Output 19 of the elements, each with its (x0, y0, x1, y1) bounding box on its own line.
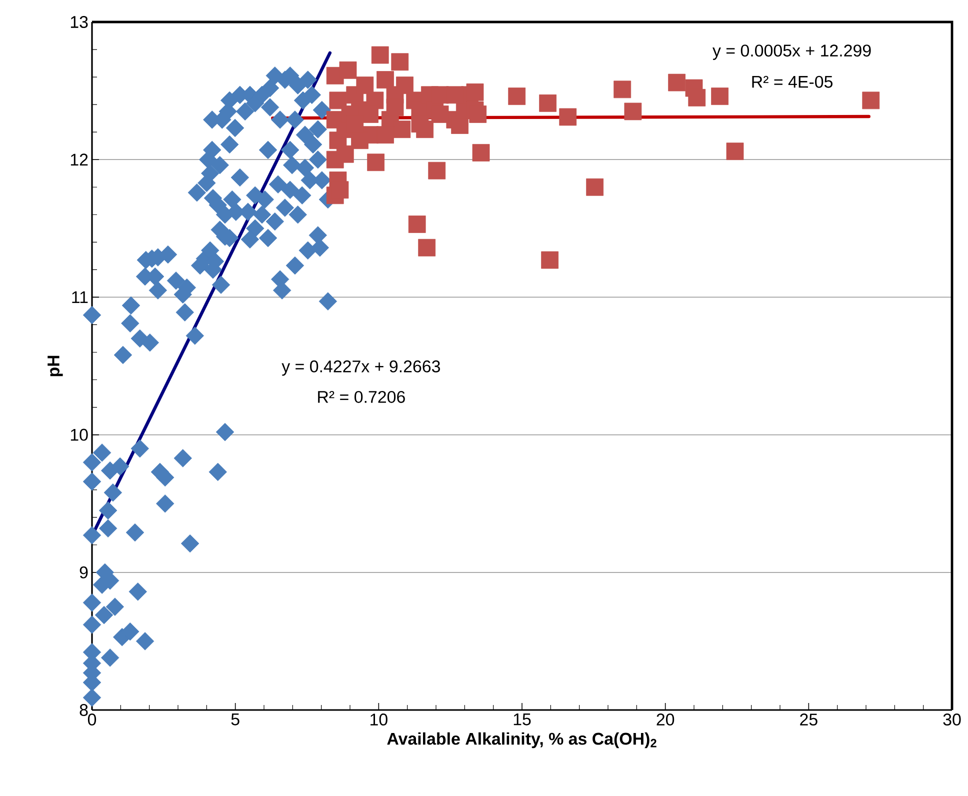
annotation: R² = 0.7206 (318, 390, 405, 403)
annotation: y = 0.4227x + 9.2663 (282, 360, 440, 376)
y-tick-label: 8 (80, 704, 88, 716)
x-tick-label: 20 (656, 714, 674, 726)
y-tick-label: 12 (70, 154, 88, 166)
x-tick-label: 25 (800, 714, 818, 726)
y-tick-label: 13 (70, 16, 88, 28)
x-tick-label: 0 (88, 714, 96, 726)
x-tick-label: 30 (943, 714, 961, 726)
x-axis-title: Available Alkalinity, % as Ca(OH)$_{2}$ (387, 732, 656, 748)
annotation: y = 0.0005x + 12.299 (712, 44, 871, 60)
x-tick-label: 10 (370, 714, 388, 726)
y-tick-label: 11 (72, 291, 88, 304)
y-axis-title: pH (48, 356, 63, 376)
x-tick-label: 15 (514, 714, 531, 726)
x-tick-label: 5 (231, 714, 240, 726)
y-tick-label: 9 (80, 566, 88, 578)
annotation: R² = 4E-05 (752, 76, 832, 88)
y-tick-label: 10 (70, 428, 88, 441)
